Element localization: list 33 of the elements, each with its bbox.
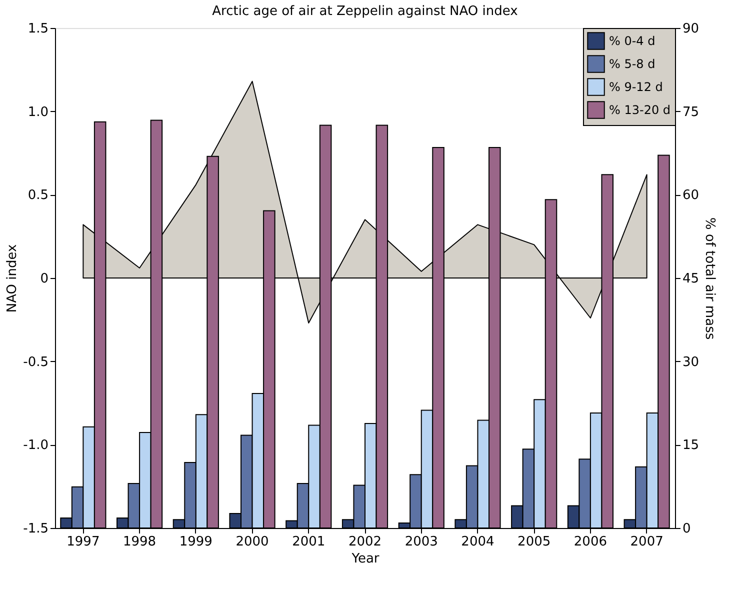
- y-tick-label: -1.0: [23, 438, 48, 454]
- y-tick-label: 1.0: [28, 104, 48, 120]
- y2-tick-label: 60: [682, 188, 700, 204]
- y-tick-label: 0.5: [28, 188, 48, 204]
- y-tick-label: 1.5: [28, 22, 48, 36]
- x-tick-label: 2001: [292, 534, 326, 550]
- y2-tick-label: 45: [682, 272, 700, 286]
- y2-tick-label: 90: [682, 22, 700, 36]
- x-tick-label: 1998: [123, 534, 156, 550]
- x-tick-label: 2002: [348, 534, 382, 550]
- y-tick-label: -0.5: [23, 354, 48, 370]
- legend-label: % 9-12 d: [609, 80, 663, 94]
- x-tick-label: 2004: [461, 534, 494, 550]
- x-tick-label: 2003: [404, 534, 438, 550]
- y-axis-title: NAO index: [5, 244, 20, 313]
- legend-label: % 13-20 d: [609, 103, 671, 117]
- x-tick-label: 1999: [179, 534, 212, 550]
- x-tick-label: 2005: [518, 534, 551, 550]
- x-tick-label: 2006: [574, 534, 607, 550]
- y2-tick-label: 15: [682, 438, 700, 454]
- y2-tick-label: 0: [682, 522, 691, 536]
- y-tick-label: -1.5: [23, 522, 48, 536]
- x-tick-label: 2007: [630, 534, 664, 550]
- chart-title: Arctic age of air at Zeppelin against NAO index: [212, 4, 518, 19]
- x-tick-label: 2000: [236, 534, 269, 550]
- y2-axis-title: % of total air mass: [702, 217, 718, 340]
- y2-tick-label: 75: [682, 104, 700, 120]
- y2-tick-label: 30: [682, 354, 700, 370]
- legend-label: % 5-8 d: [609, 57, 656, 71]
- y-tick-label: 0: [40, 272, 48, 286]
- x-axis-title: Year: [350, 552, 380, 566]
- legend-label: % 0-4 d: [609, 34, 656, 48]
- x-tick-label: 1997: [66, 534, 100, 550]
